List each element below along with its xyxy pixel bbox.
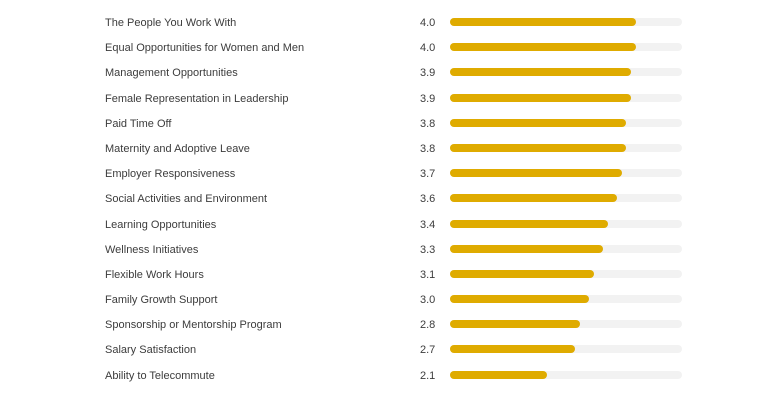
category-label: Flexible Work Hours — [105, 268, 204, 281]
bar-track — [450, 295, 682, 304]
bar — [450, 320, 580, 329]
value-label: 3.4 — [420, 218, 436, 231]
category-label: The People You Work With — [105, 17, 237, 29]
chart-row: Social Activities and Environment 3.6 — [0, 185, 780, 210]
chart-row: Paid Time Off 3.8 — [0, 110, 780, 135]
bar — [450, 295, 590, 304]
category-label: Ability to Telecommute — [105, 369, 215, 382]
category-label: Maternity and Adoptive Leave — [105, 142, 250, 155]
rating-bar-chart: The People You Work With 4.0 Equal Opportu… — [0, 9, 780, 387]
category-label: Salary Satisfaction — [105, 344, 197, 357]
bar — [450, 118, 627, 127]
value-label: 3.8 — [420, 117, 436, 130]
chart-row: Employer Responsiveness 3.7 — [0, 160, 780, 185]
chart-row: Sponsorship or Mentorship Program 2.8 — [0, 311, 780, 336]
bar-track — [450, 68, 682, 77]
category-label: Wellness Initiatives — [105, 243, 199, 256]
bar-track — [450, 194, 682, 203]
category-label: Social Activities and Environment — [105, 193, 268, 206]
chart-row: Family Growth Support 3.0 — [0, 286, 780, 311]
category-label: Learning Opportunities — [105, 218, 217, 231]
value-label: 3.6 — [420, 193, 436, 206]
chart-row: Maternity and Adoptive Leave 3.8 — [0, 135, 780, 160]
bar — [450, 370, 548, 379]
bar-track — [450, 345, 682, 354]
chart-row: Female Representation in Leadership 3.9 — [0, 85, 780, 110]
value-label: 3.0 — [420, 294, 436, 307]
chart-row: The People You Work With 4.0 — [0, 9, 780, 34]
bar — [450, 43, 636, 52]
value-label: 3.9 — [420, 92, 436, 105]
category-label: Sponsorship or Mentorship Program — [105, 319, 282, 332]
category-label: Management Opportunities — [105, 67, 238, 80]
category-label: Female Representation in Leadership — [105, 92, 289, 105]
value-label: 4.0 — [420, 42, 436, 55]
value-label: 2.7 — [420, 344, 436, 357]
bar-track — [450, 320, 682, 329]
bar-track — [450, 43, 682, 52]
chart-row: Learning Opportunities 3.4 — [0, 211, 780, 236]
bar-track — [450, 143, 682, 152]
category-label: Equal Opportunities for Women and Men — [105, 42, 305, 55]
bar — [450, 269, 594, 278]
chart-row: Management Opportunities 3.9 — [0, 59, 780, 84]
chart-row: Ability to Telecommute 2.1 — [0, 362, 780, 387]
bar — [450, 169, 622, 178]
bar — [450, 244, 604, 253]
bar-track — [450, 169, 682, 178]
value-label: 4.0 — [420, 17, 436, 29]
bar-track — [450, 93, 682, 102]
value-label: 3.3 — [420, 243, 436, 256]
bar-track — [450, 118, 682, 127]
category-label: Employer Responsiveness — [105, 168, 236, 181]
bar-track — [450, 219, 682, 228]
bar — [450, 18, 636, 26]
value-label: 3.9 — [420, 67, 436, 80]
bar-track — [450, 244, 682, 253]
category-label: Family Growth Support — [105, 294, 218, 307]
category-label: Paid Time Off — [105, 117, 172, 130]
value-label: 3.8 — [420, 142, 436, 155]
value-label: 2.8 — [420, 319, 436, 332]
value-label: 2.1 — [420, 369, 436, 382]
bar — [450, 143, 627, 152]
chart-row: Wellness Initiatives 3.3 — [0, 236, 780, 261]
chart-row: Flexible Work Hours 3.1 — [0, 261, 780, 286]
bar — [450, 93, 631, 102]
bar-track — [450, 18, 682, 26]
value-label: 3.1 — [420, 268, 436, 281]
bar — [450, 219, 608, 228]
bar-track — [450, 269, 682, 278]
bar-track — [450, 370, 682, 379]
bar — [450, 194, 618, 203]
bar — [450, 68, 631, 77]
chart-row: Salary Satisfaction 2.7 — [0, 336, 780, 361]
bar — [450, 345, 576, 354]
value-label: 3.7 — [420, 168, 436, 181]
chart-row: Equal Opportunities for Women and Men 4.0 — [0, 34, 780, 59]
